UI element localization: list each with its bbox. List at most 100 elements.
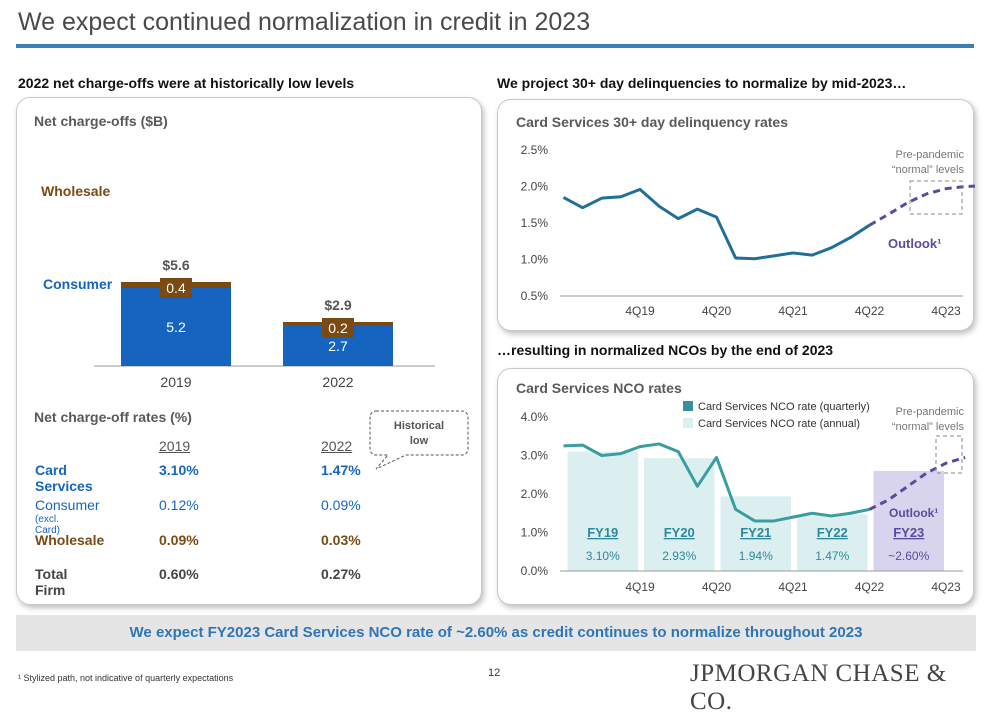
y-tick-label: 4.0%: [521, 410, 549, 424]
x-tick-label: 4Q22: [855, 304, 885, 318]
x-tick-label: 4Q21: [778, 304, 808, 318]
consumer-series-label: Consumer: [43, 276, 113, 292]
y-tick-label: 0.0%: [521, 564, 549, 578]
title-rule: [16, 44, 974, 48]
x-tick-label: 4Q23: [931, 580, 961, 594]
delinquency-chart: Card Services 30+ day delinquency rates 2…: [516, 114, 975, 318]
card-nco-chart: Card Services NCO rates 4.0% 3.0% 2.0% 1.0% 0…: [516, 380, 966, 594]
callout-line-1: Historical: [394, 420, 444, 432]
historical-low-callout: Historical low: [369, 410, 469, 470]
outlook-line: [868, 184, 975, 227]
rate-2022-value: 0.09%: [321, 497, 361, 513]
annual-bar-FY23: [873, 470, 944, 571]
x-tick-label: 4Q22: [855, 580, 885, 594]
rate-row-sublabel: (excl. Card): [35, 514, 61, 536]
annual-year-label: FY20: [664, 525, 695, 540]
outlook-label: Outlook¹: [889, 506, 938, 520]
chart-title: Net charge-offs ($B): [34, 113, 168, 129]
y-tick-label: 2.0%: [521, 180, 549, 194]
wholesale-label-box-2022: [322, 318, 354, 338]
page-number: 12: [488, 667, 501, 679]
nco-outlook-line: [868, 455, 966, 511]
legend-annual-label: Card Services NCO rate (annual): [698, 418, 860, 430]
annual-bar-FY19: [567, 451, 638, 571]
chart-title: Card Services NCO rates: [516, 380, 682, 396]
pre-pandemic-box: [935, 435, 963, 474]
x-tick-label: 4Q23: [931, 304, 961, 318]
annual-year-label: FY21: [740, 525, 771, 540]
annual-value-label: 1.47%: [815, 549, 849, 563]
category-label-2022: 2022: [322, 374, 353, 390]
year-2022-header: 2022: [321, 438, 353, 454]
x-tick-label: 4Q19: [625, 580, 655, 594]
rate-2019-value: 3.10%: [159, 462, 199, 478]
nco-rates-title: Net charge-off rates (%): [34, 409, 192, 425]
right-top-section-heading: We project 30+ day delinquencies to norm…: [497, 75, 907, 91]
net-charge-offs-panel: Net charge-offs ($B) 5.2 0.4 $5.6 2019 2.7 0.2…: [16, 97, 482, 605]
legend-quarterly-swatch: [683, 401, 693, 411]
total-label-2019: $5.6: [162, 257, 189, 273]
rate-2019-value: 0.09%: [159, 532, 199, 548]
x-tick-label: 4Q21: [778, 580, 808, 594]
outlook-label: Outlook¹: [888, 236, 941, 251]
y-tick-label: 1.5%: [521, 216, 549, 230]
delinquency-panel: Card Services 30+ day delinquency rates 2…: [497, 99, 975, 331]
annual-value-label: 1.94%: [739, 549, 773, 563]
wholesale-label-box-2019: [160, 278, 192, 298]
normal-levels-label: “normal” levels: [892, 421, 965, 433]
rate-row-label: Wholesale: [35, 532, 105, 548]
delinquency-line: [562, 187, 871, 261]
y-tick-label: 1.0%: [521, 526, 549, 540]
wholesale-label-2019: 0.4: [166, 280, 186, 296]
rate-2019-value: 0.12%: [159, 497, 199, 513]
y-tick-label: 3.0%: [521, 449, 549, 463]
wholesale-series-label: Wholesale: [41, 183, 110, 199]
consumer-label-2022: 2.7: [328, 338, 348, 354]
rate-2022-value: 0.03%: [321, 532, 361, 548]
y-tick-label: 2.0%: [521, 487, 549, 501]
quarterly-nco-line: [563, 442, 870, 523]
right-bottom-section-heading: …resulting in normalized NCOs by the end…: [497, 342, 834, 358]
annual-value-label: ~2.60%: [888, 549, 929, 563]
rate-row-label: Total Firm: [35, 566, 68, 598]
total-label-2022: $2.9: [324, 297, 351, 313]
annual-year-label: FY23: [893, 525, 924, 540]
rate-2019-value: 0.60%: [159, 566, 199, 582]
x-tick-label: 4Q20: [702, 304, 732, 318]
annual-year-label: FY22: [817, 525, 848, 540]
pre-pandemic-label: Pre-pandemic: [896, 149, 965, 161]
annual-value-label: 2.93%: [662, 549, 696, 563]
pre-pandemic-label: Pre-pandemic: [896, 406, 965, 418]
summary-banner: We expect FY2023 Card Services NCO rate …: [16, 615, 976, 651]
left-section-heading: 2022 net charge-offs were at historicall…: [18, 75, 355, 91]
nco-rates-table: Net charge-off rates (%) 2019 2022 Card …: [17, 398, 483, 598]
annual-bar-FY21: [720, 496, 791, 571]
x-tick-label: 4Q20: [702, 580, 732, 594]
annual-value-label: 3.10%: [586, 549, 620, 563]
net-charge-offs-chart: Net charge-offs ($B) 5.2 0.4 $5.6 2019 2.7 0.2…: [34, 113, 435, 390]
rate-row-label: Consumer: [35, 497, 100, 513]
rate-row-label: Card Services: [35, 462, 93, 494]
consumer-bar-2019: [121, 288, 231, 366]
legend-quarterly-label: Card Services NCO rate (quarterly): [698, 401, 870, 413]
chart-title: Card Services 30+ day delinquency rates: [516, 114, 788, 130]
x-tick-label: 4Q19: [625, 304, 655, 318]
annual-year-label: FY19: [587, 525, 618, 540]
y-tick-label: 0.5%: [521, 289, 549, 303]
legend-annual-swatch: [683, 418, 693, 428]
callout-line-2: low: [410, 435, 429, 447]
y-tick-label: 2.5%: [521, 143, 549, 157]
pre-pandemic-box: [909, 180, 963, 215]
wholesale-label-2022: 0.2: [328, 320, 348, 336]
page-title: We expect continued normalization in cre…: [18, 8, 591, 36]
consumer-label-2019: 5.2: [166, 319, 186, 335]
rate-2022-value: 0.27%: [321, 566, 361, 582]
footnote: ¹ Stylized path, not indicative of quart…: [18, 673, 234, 683]
category-label-2019: 2019: [160, 374, 191, 390]
year-2019-header: 2019: [159, 438, 191, 454]
normal-levels-label: “normal” levels: [892, 164, 965, 176]
nco-rates-panel: Card Services NCO rates 4.0% 3.0% 2.0% 1.0% 0…: [497, 368, 974, 605]
y-tick-label: 1.0%: [521, 253, 549, 267]
jpmorgan-logo: JPMORGAN CHASE & CO.: [690, 660, 947, 715]
annual-bar-FY22: [797, 514, 868, 571]
